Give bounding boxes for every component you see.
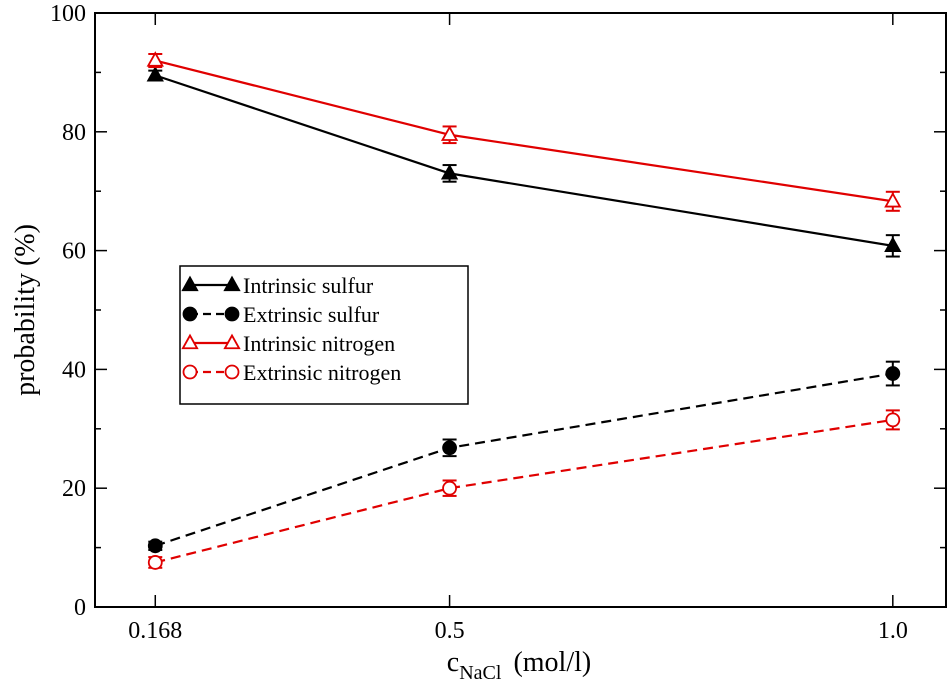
data-point-marker [147,538,163,554]
data-point-marker [442,480,457,496]
x-axis-title-subscript: NaCl [459,662,502,684]
data-point-marker [181,275,199,292]
legend-label: Intrinsic nitrogen [243,331,395,356]
legend-label: Extrinsic nitrogen [243,360,401,385]
x-axis-title-main: c [447,647,459,678]
data-point-marker [884,191,902,208]
y-tick-label: 20 [62,476,86,502]
data-point-marker [146,66,164,82]
series-intrinsic-sulfur [146,66,902,258]
data-point-marker [147,555,163,570]
x-axis-title-unit: (mol/l) [513,647,591,678]
data-point-marker [224,306,240,322]
y-tick-label: 60 [62,239,86,265]
x-axis-title: cNaCl (mol/l) [447,647,591,684]
y-tick-label: 40 [62,357,86,383]
legend-entry: Intrinsic sulfur [181,273,374,298]
x-tick-label: 1.0 [878,618,908,644]
legend-entry: Extrinsic sulfur [182,302,380,327]
series-intrinsic-nitrogen [146,51,902,212]
data-point-marker [885,412,901,428]
y-axis: 0 20 40 60 80 100 [50,1,946,621]
y-tick-label: 80 [62,120,86,146]
data-point-marker [182,306,198,322]
data-point-marker [181,333,199,350]
legend-entry: Extrinsic nitrogen [182,360,401,385]
data-point-marker [885,366,901,381]
series-extrinsic-sulfur [147,360,901,554]
series-line [154,74,893,247]
legend-label: Extrinsic sulfur [243,302,380,327]
data-point-marker [440,125,459,141]
x-tick-label: 0.5 [435,618,465,644]
data-point-marker [224,364,240,380]
data-point-marker [884,236,902,252]
series-extrinsic-nitrogen [147,409,901,570]
data-point-marker [146,51,164,67]
series-line [155,418,893,564]
data-point-marker [223,333,241,350]
data-point-marker [440,164,459,180]
data-point-marker [182,364,198,380]
legend-label: Intrinsic sulfur [243,273,374,298]
legend-entry: Intrinsic nitrogen [181,331,395,356]
data-point-marker [223,275,241,292]
y-tick-label: 100 [50,1,86,27]
series-layer [146,51,902,570]
y-tick-label: 0 [74,595,86,621]
series-line [155,59,893,203]
legend: Intrinsic sulfur Extrinsic sulfur Intrinsi… [179,265,469,405]
data-point-marker [442,440,457,456]
x-tick-label: 0.168 [128,618,182,644]
x-axis: 0.168 0.5 1.0 [128,13,908,644]
y-axis-title: probability (%) [10,224,41,396]
